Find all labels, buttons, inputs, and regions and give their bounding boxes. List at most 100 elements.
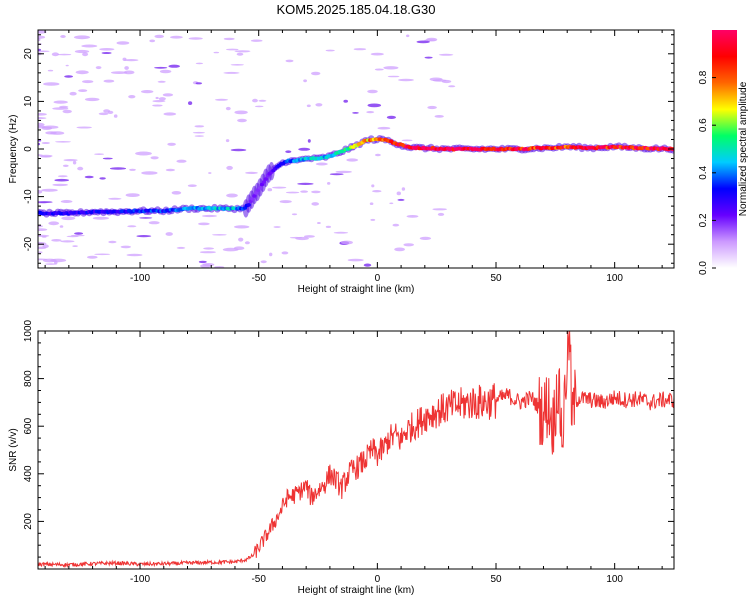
y-tick-label: 600 xyxy=(23,417,34,434)
noise-speckle xyxy=(214,98,229,101)
noise-speckle xyxy=(335,170,352,174)
noise-speckle xyxy=(317,222,321,224)
noise-speckle xyxy=(244,241,250,245)
y-tick-label: -20 xyxy=(23,237,34,252)
noise-speckle xyxy=(42,125,59,129)
noise-speckle xyxy=(62,109,72,114)
noise-speckle xyxy=(307,139,311,143)
noise-speckle xyxy=(81,44,98,48)
noise-speckle xyxy=(63,159,78,162)
noise-speckle xyxy=(234,110,248,115)
noise-speckle xyxy=(226,193,238,198)
colorbar-tick-label: 0.0 xyxy=(698,261,709,275)
noise-speckle xyxy=(38,228,48,231)
noise-speckle xyxy=(311,202,320,206)
ridge-cell xyxy=(246,203,251,207)
spectrogram-noise xyxy=(38,30,456,268)
noise-speckle xyxy=(281,251,289,255)
noise-speckle xyxy=(315,162,328,166)
noise-speckle xyxy=(237,118,247,123)
noise-speckle xyxy=(72,160,77,165)
y-tick-label: 400 xyxy=(23,465,34,482)
x-tick-label: 0 xyxy=(375,273,381,284)
noise-speckle xyxy=(297,182,314,185)
noise-speckle xyxy=(38,201,53,204)
noise-speckle xyxy=(387,75,400,78)
noise-speckle xyxy=(432,208,448,211)
noise-speckle xyxy=(84,97,100,102)
noise-speckle xyxy=(208,172,212,174)
noise-speckle xyxy=(38,113,47,116)
noise-speckle xyxy=(69,91,77,96)
noise-speckle xyxy=(149,39,156,43)
noise-speckle xyxy=(194,125,205,128)
noise-speckle xyxy=(124,66,129,70)
noise-speckle xyxy=(62,164,69,167)
noise-speckle xyxy=(389,202,394,205)
noise-speckle xyxy=(272,186,287,189)
noise-speckle xyxy=(325,49,335,52)
noise-speckle xyxy=(212,234,227,236)
noise-speckle xyxy=(129,168,136,171)
noise-speckle xyxy=(238,237,244,242)
snr-line xyxy=(38,331,674,569)
x-tick-label: 0 xyxy=(375,574,381,585)
noise-speckle xyxy=(102,157,113,160)
noise-speckle xyxy=(159,69,172,74)
ridge-cell xyxy=(254,191,259,195)
noise-speckle xyxy=(370,52,384,56)
noise-speckle xyxy=(346,158,359,162)
noise-speckle xyxy=(43,82,60,86)
noise-speckle xyxy=(38,139,42,142)
noise-speckle xyxy=(113,114,118,118)
noise-speckle xyxy=(123,70,135,75)
x-tick-label: 100 xyxy=(606,574,623,585)
noise-speckle xyxy=(397,198,405,201)
noise-speckle xyxy=(60,35,66,38)
noise-speckle xyxy=(363,263,372,267)
noise-speckle xyxy=(369,202,374,205)
noise-speckle xyxy=(57,53,72,56)
noise-speckle xyxy=(60,240,75,243)
noise-speckle xyxy=(401,139,413,142)
noise-speckle xyxy=(170,35,183,39)
y-tick-label: 800 xyxy=(23,370,34,387)
noise-speckle xyxy=(116,41,130,45)
noise-speckle xyxy=(40,156,52,158)
noise-speckle xyxy=(329,173,344,176)
noise-speckle xyxy=(370,218,376,221)
noise-speckle xyxy=(187,184,197,187)
noise-speckle xyxy=(38,48,41,51)
colorbar-label: Normalized spectral amplitude xyxy=(738,81,749,216)
noise-speckle xyxy=(424,39,436,41)
noise-speckle xyxy=(367,103,382,108)
y-tick-label: 1000 xyxy=(23,319,34,342)
noise-speckle xyxy=(64,75,73,78)
noise-speckle xyxy=(230,64,244,66)
noise-speckle xyxy=(374,68,384,71)
noise-speckle xyxy=(252,98,258,103)
noise-speckle xyxy=(398,78,414,82)
colorbar-gradient xyxy=(712,30,737,268)
noise-speckle xyxy=(419,236,432,240)
noise-speckle xyxy=(325,225,331,228)
noise-speckle xyxy=(171,191,182,195)
noise-speckle xyxy=(70,234,85,237)
noise-speckle xyxy=(122,57,127,61)
noise-speckle xyxy=(98,112,109,116)
y-tick-label: 200 xyxy=(23,513,34,530)
noise-speckle xyxy=(74,49,90,54)
noise-speckle xyxy=(223,71,240,74)
noise-speckle xyxy=(347,258,364,262)
noise-speckle xyxy=(53,100,68,104)
noise-speckle xyxy=(41,188,58,192)
noise-speckle xyxy=(198,222,210,226)
noise-speckle xyxy=(383,66,399,70)
noise-speckle xyxy=(103,79,115,83)
noise-speckle xyxy=(168,64,180,68)
noise-speckle xyxy=(59,225,64,228)
noise-speckle xyxy=(236,52,244,56)
noise-speckle xyxy=(38,50,50,53)
noise-speckle xyxy=(60,200,73,203)
